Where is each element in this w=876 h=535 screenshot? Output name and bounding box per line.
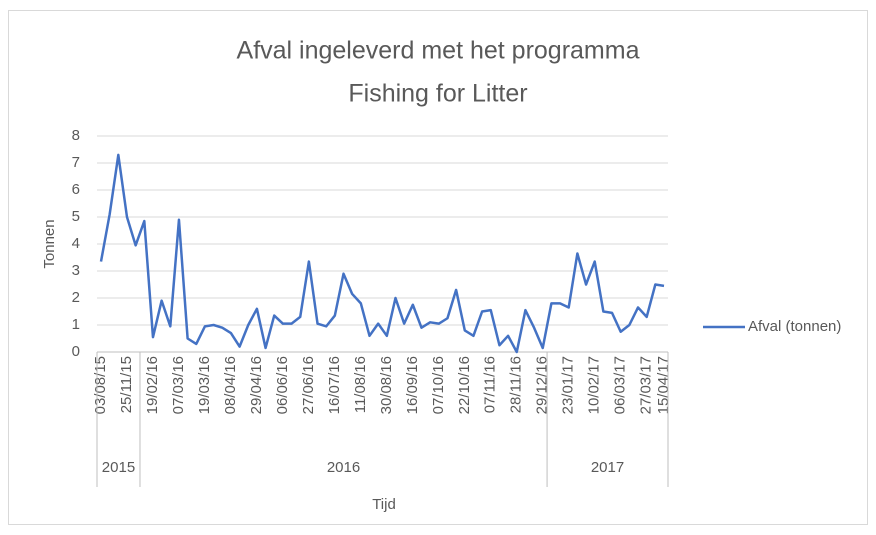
x-tick-label: 29/04/16	[248, 356, 265, 414]
x-tick-label: 22/10/16	[456, 356, 473, 414]
x-tick-label: 08/04/16	[222, 356, 239, 414]
data-line	[99, 153, 665, 354]
y-tick-label: 0	[72, 343, 80, 360]
y-tick-label: 7	[72, 154, 80, 171]
x-tick-label: 06/03/17	[612, 356, 629, 414]
x-tick-label: 15/04/17	[655, 356, 672, 414]
group-label: 2015	[102, 459, 135, 476]
y-tick-label: 1	[72, 316, 80, 333]
x-tick-label: 19/02/16	[144, 356, 161, 414]
x-tick-label: 07/11/16	[482, 356, 499, 413]
x-tick-label: 03/08/15	[92, 356, 109, 414]
group-label: 2017	[591, 459, 624, 476]
chart-border	[8, 10, 868, 525]
x-tick-label: 27/06/16	[300, 356, 317, 414]
x-tick-label: 30/08/16	[378, 356, 395, 414]
y-tick-label: 6	[72, 181, 80, 198]
x-tick-label: 07/10/16	[430, 356, 447, 414]
x-tick-label: 27/03/17	[638, 356, 655, 414]
x-axis-title: Tijd	[372, 496, 396, 513]
group-label: 2016	[327, 459, 360, 476]
legend-label: Afval (tonnen)	[748, 318, 841, 335]
y-tick-label: 5	[72, 208, 80, 225]
x-tick-label: 10/02/17	[586, 356, 603, 414]
x-tick-label: 11/08/16	[352, 356, 369, 413]
chart-title: Afval ingeleverd met het programma	[237, 37, 640, 65]
x-tick-label: 19/03/16	[196, 356, 213, 414]
x-tick-label: 06/06/16	[274, 356, 291, 414]
x-tick-label: 07/03/16	[170, 356, 187, 414]
x-tick-label: 16/09/16	[404, 356, 421, 414]
y-axis-title: Tonnen	[41, 219, 58, 268]
y-tick-label: 3	[72, 262, 80, 279]
x-tick-label: 29/12/16	[534, 356, 551, 414]
y-tick-label: 2	[72, 289, 80, 306]
x-tick-label: 28/11/16	[508, 356, 525, 413]
x-tick-label: 16/07/16	[326, 356, 343, 414]
x-tick-label: 23/01/17	[560, 356, 577, 414]
x-tick-label: 25/11/15	[118, 356, 135, 413]
y-tick-label: 8	[72, 127, 80, 144]
chart-title: Fishing for Litter	[348, 80, 527, 108]
y-tick-label: 4	[72, 235, 80, 252]
